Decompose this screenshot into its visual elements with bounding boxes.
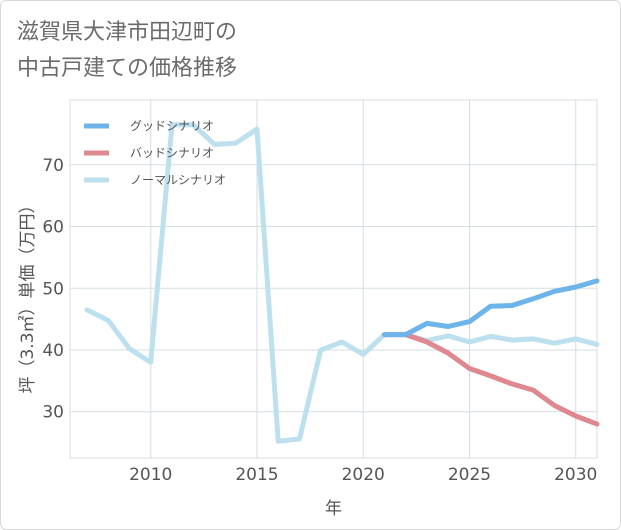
chart-title-line-2: 中古戸建ての価格推移 <box>17 56 238 81</box>
y-tick-label: 40 <box>42 341 64 361</box>
legend-label: ノーマルシナリオ <box>130 173 226 187</box>
x-tick-label: 2010 <box>129 465 172 485</box>
x-tick-label: 2015 <box>235 465 278 485</box>
y-tick-label: 50 <box>42 279 64 299</box>
y-tick-label: 60 <box>42 218 64 238</box>
legend-label: グッドシナリオ <box>130 119 214 133</box>
y-tick-label: 70 <box>42 156 64 176</box>
chart-title: 滋賀県大津市田辺町の 中古戸建ての価格推移 <box>17 15 237 87</box>
series-line-1 <box>382 332 600 427</box>
series-line-2 <box>84 122 600 444</box>
y-tick-label: 30 <box>42 403 64 423</box>
x-tick-label: 2025 <box>448 465 491 485</box>
chart-title-line-1: 滋賀県大津市田辺町の <box>17 20 238 45</box>
legend-label: バッドシナリオ <box>130 146 214 160</box>
x-axis-title: 年 <box>325 499 342 519</box>
series-line-0 <box>382 278 600 338</box>
y-axis-title: 坪（3.3㎡）単価（万円） <box>18 196 38 393</box>
series-lines <box>84 122 600 444</box>
x-tick-label: 2030 <box>554 465 597 485</box>
x-tick-label: 2020 <box>342 465 385 485</box>
x-axis-ticks: 2010 2015 2020 2025 2030 <box>129 465 597 485</box>
y-axis-ticks: 30 40 50 60 70 <box>42 156 64 423</box>
